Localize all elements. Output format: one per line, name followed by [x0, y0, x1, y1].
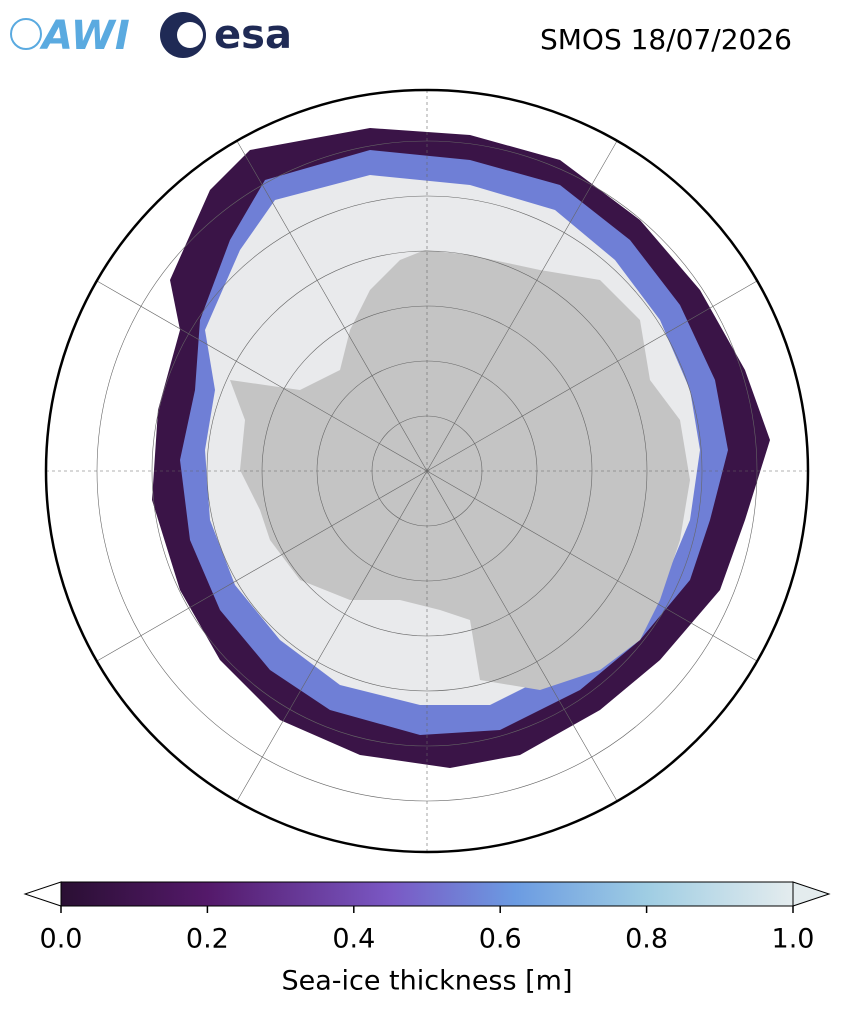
- colorbar: 0.0 0.2 0.4 0.6 0.8 1.0 Sea-ice thickness [m]: [23, 881, 831, 997]
- logo-text: AWI: [39, 13, 130, 59]
- colorbar-tick-label: 0.0: [40, 924, 83, 955]
- map-title: SMOS 18/07/2026: [540, 23, 792, 56]
- colorbar-ramp: [60, 881, 794, 907]
- graticule: [46, 90, 808, 852]
- esa-logo: esa: [160, 12, 292, 58]
- antarctica: [230, 250, 690, 690]
- logo-text: esa: [214, 12, 292, 58]
- colorbar-tick-label: 1.0: [772, 924, 815, 955]
- colorbar-tick-label: 0.6: [479, 924, 522, 955]
- map-frame: [44, 88, 810, 854]
- colorbar-tick-label: 0.2: [186, 924, 229, 955]
- colorbar-tick-label: 0.8: [625, 924, 668, 955]
- map: [46, 90, 808, 852]
- colorbar-tick-label: 0.4: [332, 924, 375, 955]
- awi-logo: AWI: [10, 13, 130, 59]
- colorbar-label: Sea-ice thickness [m]: [281, 966, 572, 997]
